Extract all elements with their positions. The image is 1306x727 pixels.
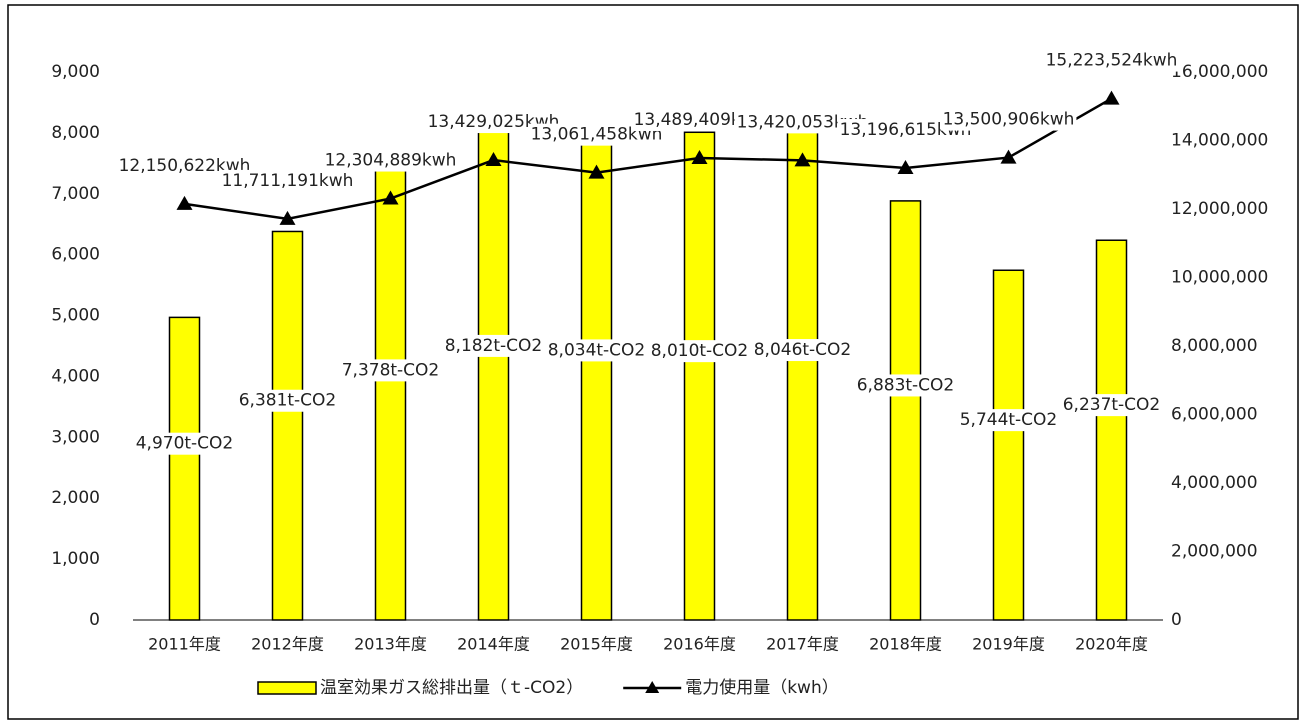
data-label: 13,489,409kwh: [634, 110, 766, 130]
data-label: 6,237t-CO2: [1063, 395, 1161, 415]
data-label-bg: [219, 169, 356, 192]
y-tick-label: 1,000: [51, 549, 100, 569]
data-label-bg: [837, 119, 974, 142]
data-label: 8,046t-CO2: [754, 340, 852, 360]
data-label-bg: [1060, 394, 1163, 417]
legend-label: 電力使用量（kwh）: [685, 677, 839, 698]
data-label: 7,378t-CO2: [342, 360, 440, 380]
data-label: 12,304,889kwh: [325, 151, 457, 171]
y-tick-label: 4,000: [51, 366, 100, 386]
x-tick-label: 2016年度: [663, 635, 736, 654]
data-label: 15,223,524kwh: [1046, 51, 1178, 71]
line: [184, 97, 1113, 221]
line-marker: [1103, 90, 1120, 105]
bar: [992, 269, 1025, 621]
y2-tick-label: 10,000,000: [1171, 268, 1268, 288]
bar: [374, 170, 407, 621]
bar: [1095, 239, 1128, 621]
legend-swatch: [257, 681, 317, 695]
data-label-bg: [528, 123, 665, 146]
data-label: 13,429,025kwh: [428, 112, 560, 132]
line-marker: [794, 152, 811, 167]
legend-label: 温室効果ガス総排出量（ｔ-CO2）: [320, 678, 583, 698]
data-label-bg: [631, 108, 768, 131]
data-label-bg: [322, 149, 459, 172]
y-tick-label: 2,000: [51, 488, 100, 508]
data-label: 6,381t-CO2: [239, 391, 337, 411]
y2-tick-label: 8,000,000: [1171, 336, 1258, 356]
data-label-bg: [116, 154, 253, 177]
y2-tick-label: 0: [1171, 610, 1182, 630]
data-label-bg: [751, 339, 854, 362]
y2-tick-label: 16,000,000: [1171, 62, 1268, 82]
data-label-bg: [442, 334, 545, 357]
data-label-bg: [339, 359, 442, 382]
data-label: 8,010t-CO2: [651, 341, 749, 361]
data-label-bg: [425, 111, 562, 134]
bar: [271, 230, 304, 621]
y2-tick-label: 12,000,000: [1171, 199, 1268, 219]
bar: [580, 130, 613, 621]
x-tick-label: 2011年度: [148, 635, 221, 654]
data-label: 6,883t-CO2: [857, 375, 955, 395]
data-label-bg: [1043, 49, 1180, 72]
x-tick-label: 2012年度: [251, 635, 324, 654]
line-marker: [279, 210, 296, 225]
data-label-bg: [236, 389, 339, 412]
data-label-bg: [133, 432, 236, 455]
y2-tick-label: 4,000,000: [1171, 473, 1258, 493]
y2-tick-label: 2,000,000: [1171, 542, 1258, 562]
line-marker: [382, 190, 399, 205]
line-marker: [176, 195, 193, 210]
y-tick-label: 3,000: [51, 427, 100, 447]
data-label-bg: [940, 108, 1077, 131]
data-label: 8,182t-CO2: [445, 336, 543, 356]
data-label: 13,500,906kwh: [943, 110, 1075, 130]
x-tick-label: 2020年度: [1075, 635, 1148, 654]
y2-tick-label: 14,000,000: [1171, 131, 1268, 151]
y-tick-label: 0: [89, 610, 100, 630]
line-marker: [691, 149, 708, 164]
bar: [786, 129, 819, 621]
bar: [889, 200, 922, 621]
data-label: 11,711,191kwh: [222, 171, 354, 191]
x-tick-label: 2017年度: [766, 635, 839, 654]
data-label: 5,744t-CO2: [960, 410, 1058, 430]
line-marker: [1000, 149, 1017, 164]
bar: [168, 316, 201, 621]
data-label: 13,420,053kwh: [737, 112, 869, 132]
data-label: 4,970t-CO2: [136, 434, 234, 454]
data-label: 12,150,622kwh: [119, 156, 251, 176]
y-tick-label: 8,000: [51, 123, 100, 143]
y-tick-label: 5,000: [51, 306, 100, 326]
legend-marker: [645, 681, 660, 693]
data-label-bg: [734, 111, 871, 134]
data-label: 13,061,458kwh: [531, 125, 663, 145]
y-tick-label: 7,000: [51, 184, 100, 204]
y-tick-label: 9,000: [51, 62, 100, 82]
data-label-bg: [957, 409, 1060, 432]
x-tick-label: 2018年度: [869, 635, 942, 654]
x-tick-label: 2014年度: [457, 635, 530, 654]
y2-tick-label: 6,000,000: [1171, 405, 1258, 425]
bar: [477, 121, 510, 621]
data-label-bg: [648, 340, 751, 363]
line-marker: [485, 152, 502, 167]
line-marker: [897, 160, 914, 175]
x-tick-label: 2015年度: [560, 635, 633, 654]
x-tick-label: 2013年度: [354, 635, 427, 654]
data-label-bg: [854, 374, 957, 397]
y-tick-label: 6,000: [51, 245, 100, 265]
data-label: 13,196,615kwh: [840, 120, 972, 140]
data-label-bg: [545, 339, 648, 362]
x-tick-label: 2019年度: [972, 635, 1045, 654]
line-marker: [588, 164, 605, 179]
bar: [683, 131, 716, 621]
data-label: 8,034t-CO2: [548, 340, 646, 360]
